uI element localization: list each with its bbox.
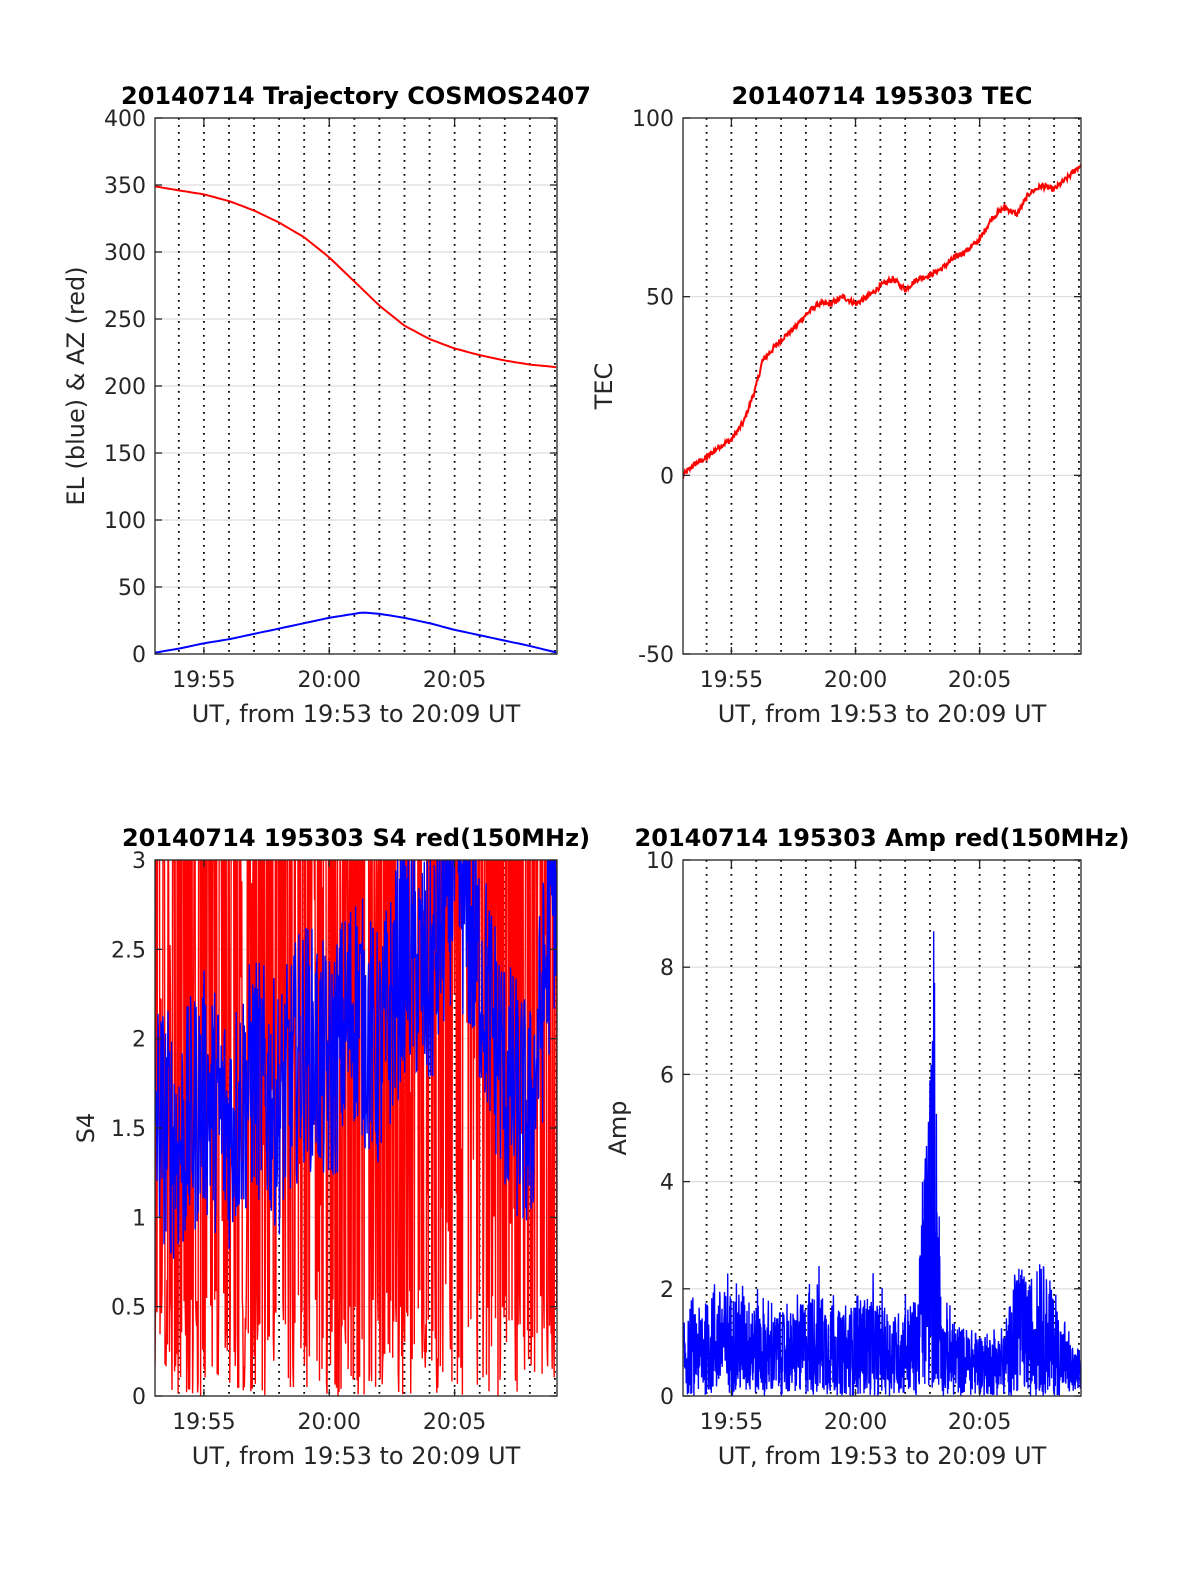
- plot-area: [683, 164, 1081, 480]
- chart-title: 20140714 195303 TEC: [732, 82, 1033, 110]
- y-tick-label: 10: [646, 849, 674, 874]
- y-axis-label: EL (blue) & AZ (red): [62, 266, 90, 505]
- series-line-red: [155, 185, 557, 369]
- y-tick-label: 2: [132, 1028, 146, 1053]
- x-tick-label: 20:00: [824, 668, 887, 693]
- y-tick-label: -50: [638, 643, 674, 668]
- chart-title: 20140714 Trajectory COSMOS2407: [121, 82, 591, 110]
- x-tick-label: 19:55: [700, 668, 763, 693]
- y-tick-label: 100: [104, 509, 146, 534]
- y-tick-label: 8: [660, 956, 674, 981]
- y-tick-label: 3: [132, 849, 146, 874]
- series-line-red: [683, 164, 1081, 480]
- y-tick-label: 2: [660, 1278, 674, 1303]
- x-tick-label: 20:05: [423, 1410, 486, 1435]
- y-tick-label: 0: [660, 464, 674, 489]
- plot-area: [683, 931, 1081, 1396]
- y-tick-label: 1: [132, 1206, 146, 1231]
- y-tick-label: 0: [660, 1385, 674, 1410]
- y-tick-label: 0.5: [111, 1296, 146, 1321]
- plot-area: [155, 860, 557, 1396]
- plot-area: [155, 185, 557, 654]
- y-tick-label: 400: [104, 107, 146, 132]
- chart-title: 20140714 195303 Amp red(150MHz): [635, 824, 1130, 852]
- y-tick-label: 250: [104, 308, 146, 333]
- y-tick-label: 0: [132, 1385, 146, 1410]
- y-tick-label: 1.5: [111, 1117, 146, 1142]
- axes-box: [682, 859, 1082, 1397]
- y-tick-label: 350: [104, 174, 146, 199]
- y-tick-label: 50: [646, 286, 674, 311]
- y-tick-label: 100: [632, 107, 674, 132]
- chart-panel-2: -50 0 50 100 19:55 20:00 20:05 20140714 195303 …: [590, 82, 1082, 728]
- x-tick-label: 20:00: [298, 1410, 361, 1435]
- y-tick-label: 6: [660, 1063, 674, 1088]
- chart-panel-1: 0 50 100 150 200 250 300 350 400 19:55 20:00 20:05 2…: [62, 82, 591, 728]
- y-axis-label: TEC: [590, 363, 618, 411]
- y-tick-label: 4: [660, 1171, 674, 1196]
- y-axis-label: S4: [72, 1113, 100, 1144]
- chart-panel-3: 0 0.5 1 1.5 2 2.5 3 19:55 20:00 20:05 20140714 195…: [72, 824, 590, 1470]
- y-tick-label: 150: [104, 442, 146, 467]
- x-tick-label: 19:55: [700, 1410, 763, 1435]
- x-tick-label: 20:05: [423, 668, 486, 693]
- x-axis-label: UT, from 19:53 to 20:09 UT: [192, 1442, 521, 1470]
- y-tick-label: 300: [104, 241, 146, 266]
- series-line-blue: [155, 611, 557, 654]
- x-tick-label: 20:00: [298, 668, 361, 693]
- x-axis-label: UT, from 19:53 to 20:09 UT: [718, 700, 1047, 728]
- x-tick-label: 19:55: [172, 668, 235, 693]
- axes-box: [682, 117, 1082, 655]
- y-tick-label: 200: [104, 375, 146, 400]
- series-line-blue: [683, 931, 1081, 1396]
- y-tick-label: 0: [132, 643, 146, 668]
- chart-title: 20140714 195303 S4 red(150MHz): [122, 824, 590, 852]
- series-line-blue: [155, 860, 557, 1259]
- x-tick-label: 20:05: [948, 1410, 1011, 1435]
- x-tick-label: 20:05: [948, 668, 1011, 693]
- x-axis-label: UT, from 19:53 to 20:09 UT: [192, 700, 521, 728]
- y-axis-label: Amp: [604, 1100, 632, 1155]
- x-tick-label: 20:00: [824, 1410, 887, 1435]
- x-tick-label: 19:55: [172, 1410, 235, 1435]
- y-tick-label: 2.5: [111, 938, 146, 963]
- x-axis-label: UT, from 19:53 to 20:09 UT: [718, 1442, 1047, 1470]
- y-tick-label: 50: [118, 576, 146, 601]
- chart-panel-4: 0 2 4 6 8 10 19:55 20:00 20:05 20140714 195303 Am…: [604, 824, 1129, 1470]
